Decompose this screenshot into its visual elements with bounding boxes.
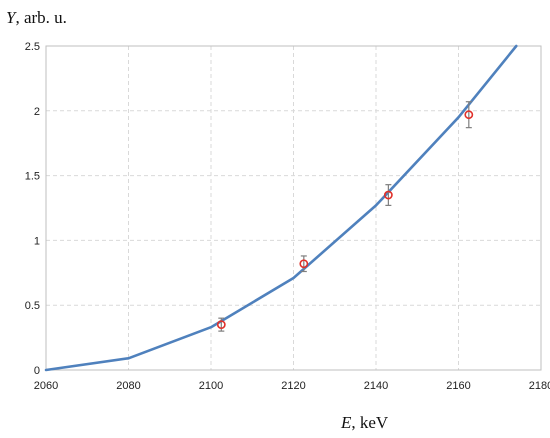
x-tick-label-5: 2160 (446, 380, 470, 392)
x-tick-label-6: 2180 (529, 380, 550, 392)
y-tick-label-1: 0.5 (25, 300, 40, 312)
plot-frame (45, 45, 542, 371)
x-axis-ticks: 2060 2080 2100 2120 2140 2160 2180 (34, 380, 550, 392)
y-tick-label-4: 2 (34, 106, 40, 118)
data-point-marker-3 (464, 110, 474, 120)
x-tick-label-1: 2080 (116, 380, 140, 392)
x-tick-label-0: 2060 (34, 380, 58, 392)
data-point-0 (216, 317, 226, 332)
data-point-1 (299, 255, 309, 273)
y-tick-label-5: 2.5 (25, 41, 40, 53)
data-point-marker-2 (383, 190, 393, 200)
y-axis-variable: Y (6, 8, 17, 27)
y-tick-label-2: 1 (34, 235, 40, 247)
y-axis-ticks: 0 0.5 1 1.5 2 2.5 (25, 41, 40, 377)
y-axis-unit: , arb. u. (15, 8, 66, 27)
data-point-marker-0 (216, 320, 226, 330)
y-tick-label-0: 0 (34, 365, 40, 377)
x-axis-variable: E (340, 413, 352, 432)
y-axis-label: Y, arb. u. (6, 8, 67, 27)
model-curve-line (44, 44, 518, 372)
x-axis-label: E, keV (340, 413, 389, 432)
data-point-2 (383, 184, 393, 207)
series (44, 44, 518, 372)
x-axis-unit: , keV (351, 413, 389, 432)
data-point-3 (464, 101, 474, 129)
x-tick-label-3: 2120 (281, 380, 305, 392)
data-point-marker-1 (299, 259, 309, 269)
x-tick-label-2: 2100 (199, 380, 223, 392)
y-tick-label-3: 1.5 (25, 171, 40, 183)
grid (46, 46, 541, 370)
x-tick-label-4: 2140 (364, 380, 388, 392)
